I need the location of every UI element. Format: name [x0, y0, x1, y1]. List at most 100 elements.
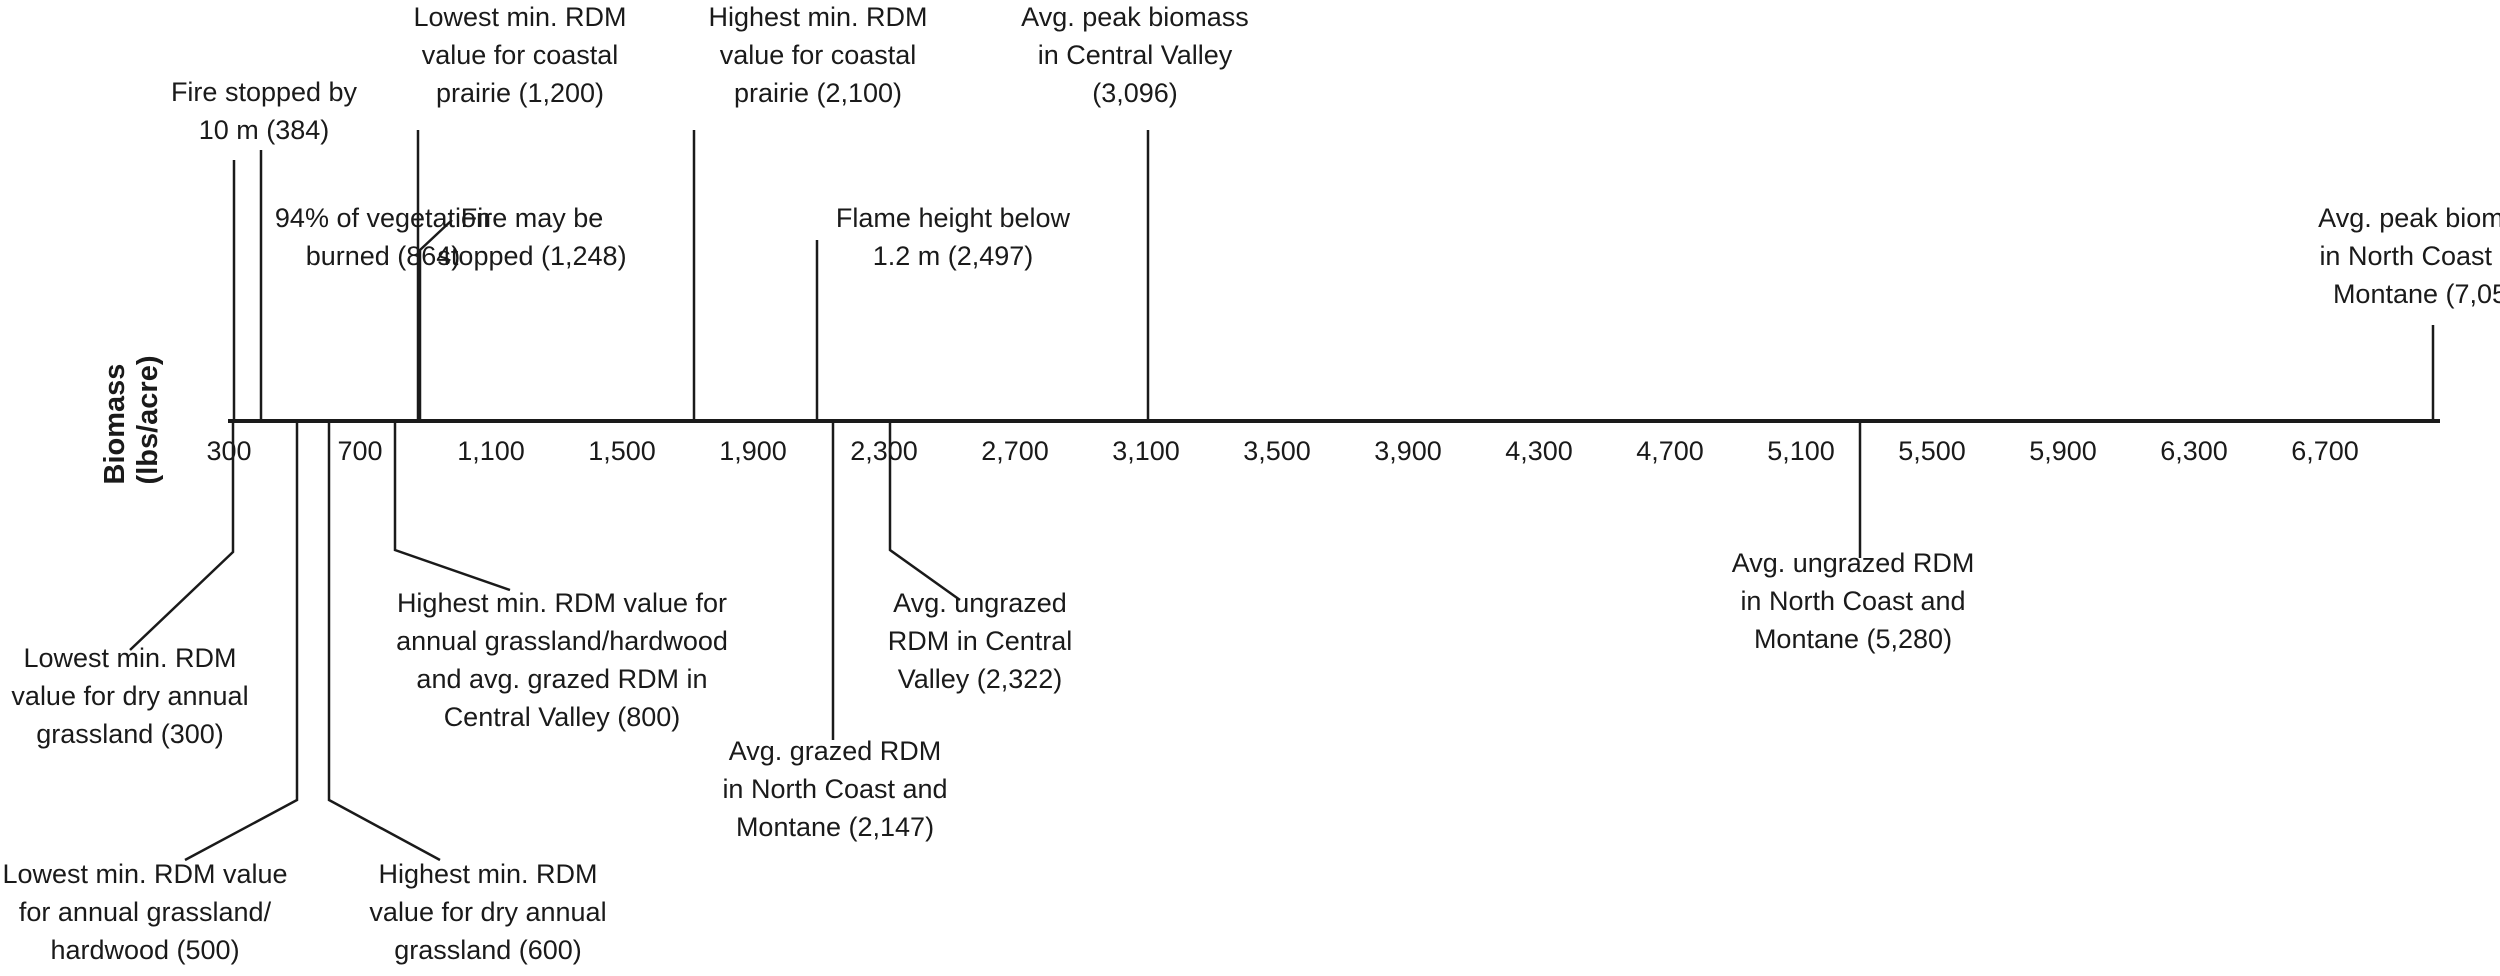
annotation-label-line: Fire stopped by — [171, 77, 358, 107]
tick-label: 5,100 — [1767, 436, 1835, 466]
annotation-ungrazed-rdm-central: Avg. ungrazed RDM in Central Valley (2,322… — [888, 421, 1073, 694]
annotation-label-line: Montane (5,280) — [1754, 624, 1952, 654]
annotation-label-line: hardwood (500) — [50, 935, 239, 965]
annotation-label-line: value for dry annual — [369, 897, 606, 927]
annotation-label: Avg. peak biomass in North Coast and Monta… — [2318, 203, 2500, 309]
annotation-label-line: 1.2 m (2,497) — [873, 241, 1034, 271]
annotation-label-line: value for dry annual — [11, 681, 248, 711]
leader-line — [393, 421, 511, 592]
annotation-label-line: Avg. ungrazed — [893, 588, 1067, 618]
tick-label: 2,300 — [850, 436, 918, 466]
annotation-label: Highest min. RDM value for coastal prairie… — [708, 2, 927, 108]
tick-label: 1,900 — [719, 436, 787, 466]
annotation-label: Avg. grazed RDM in North Coast and Montane… — [722, 736, 947, 842]
tick-label: 700 — [337, 436, 382, 466]
annotation-label-line: Avg. grazed RDM — [729, 736, 942, 766]
annotation-label-line: Lowest min. RDM — [23, 643, 236, 673]
tick-label: 1,100 — [457, 436, 525, 466]
annotation-label-line: for annual grassland/ — [19, 897, 272, 927]
annotation-label-line: Avg. peak biomass — [2318, 203, 2500, 233]
annotation-highest-min-rdm-dry: Highest min. RDM value for dry annual gras… — [327, 421, 607, 965]
tick-label: 2,700 — [981, 436, 1049, 466]
axis-title-line-2: (lbs/acre) — [132, 356, 164, 485]
annotation-label-line: Montane (2,147) — [736, 812, 934, 842]
annotation-peak-biomass-central: Avg. peak biomass in Central Valley (3,096… — [1021, 2, 1249, 421]
annotation-veg-burned-94: 94% of vegetation burned (864) — [259, 150, 491, 421]
axis-title: Biomass (lbs/acre) — [99, 356, 164, 485]
axis-tick-labels: 300 700 1,100 1,500 1,900 2,300 2,700 3,100 3,50… — [206, 436, 2358, 466]
annotation-label-line: Montane (7,053) — [2333, 279, 2500, 309]
biomass-axis: Biomass (lbs/acre) — [99, 356, 2440, 485]
annotation-label-line: (3,096) — [1092, 78, 1178, 108]
tick-label: 4,700 — [1636, 436, 1704, 466]
tick-label: 300 — [206, 436, 251, 466]
annotation-label: Fire may be stopped (1,248) — [437, 203, 626, 271]
leader-line — [184, 421, 299, 862]
annotation-label-line: annual grassland/hardwood — [396, 626, 728, 656]
tick-label: 5,900 — [2029, 436, 2097, 466]
annotation-label: Highest min. RDM value for annual grassla… — [396, 588, 728, 732]
annotation-label-line: Highest min. RDM value for — [397, 588, 727, 618]
annotation-label-line: prairie (2,100) — [734, 78, 902, 108]
annotation-label-line: Valley (2,322) — [898, 664, 1063, 694]
annotation-label-line: 10 m (384) — [199, 115, 330, 145]
annotation-fire-may-be-stopped: Fire may be stopped (1,248) — [418, 203, 627, 421]
annotation-grazed-rdm-north: Avg. grazed RDM in North Coast and Montane… — [722, 421, 948, 842]
annotation-lowest-min-rdm-annual: Lowest min. RDM value for annual grasslan… — [2, 421, 299, 965]
leader-line — [129, 421, 235, 651]
annotation-label-line: 94% of vegetation — [275, 203, 491, 233]
annotation-label-line: value for coastal — [720, 40, 917, 70]
annotation-label-line: Avg. peak biomass — [1021, 2, 1249, 32]
annotation-label-line: Highest min. RDM — [708, 2, 927, 32]
axis-title-line-1: Biomass — [99, 364, 131, 485]
annotation-label-line: value for coastal — [422, 40, 619, 70]
annotation-label: 94% of vegetation burned (864) — [275, 203, 491, 271]
annotation-label-line: in North Coast and — [1740, 586, 1965, 616]
annotation-label-line: Highest min. RDM — [378, 859, 597, 889]
leader-line — [418, 219, 453, 421]
annotation-label-line: grassland (300) — [36, 719, 224, 749]
annotation-label: Highest min. RDM value for dry annual gras… — [369, 859, 606, 965]
annotation-label: Avg. ungrazed RDM in North Coast and Monta… — [1732, 548, 1975, 654]
annotation-highest-min-rdm-coastal: Highest min. RDM value for coastal prairie… — [692, 2, 928, 421]
annotation-label-line: prairie (1,200) — [436, 78, 604, 108]
annotation-label-line: in North Coast and — [722, 774, 947, 804]
annotation-label-line: and avg. grazed RDM in — [416, 664, 707, 694]
annotation-label-line: Lowest min. RDM — [413, 2, 626, 32]
annotation-label: Flame height below 1.2 m (2,497) — [836, 203, 1071, 271]
leader-line — [888, 421, 961, 602]
tick-label: 3,900 — [1374, 436, 1442, 466]
annotation-highest-min-rdm-annual: Highest min. RDM value for annual grassla… — [393, 421, 728, 732]
annotation-label-line: grassland (600) — [394, 935, 582, 965]
annotation-lowest-min-rdm-coastal: Lowest min. RDM value for coastal prairie … — [413, 2, 627, 421]
tick-label: 1,500 — [588, 436, 656, 466]
annotation-ungrazed-rdm-north: Avg. ungrazed RDM in North Coast and Monta… — [1732, 421, 1975, 654]
annotation-peak-biomass-north: Avg. peak biomass in North Coast and Monta… — [2318, 203, 2500, 421]
annotation-label-line: Fire may be — [461, 203, 604, 233]
annotation-lowest-min-rdm-dry: Lowest min. RDM value for dry annual grass… — [11, 421, 249, 749]
annotation-fire-stopped-10m: Fire stopped by 10 m (384) — [171, 77, 358, 421]
annotation-label-line: Avg. ungrazed RDM — [1732, 548, 1975, 578]
annotation-label: Avg. ungrazed RDM in Central Valley (2,322… — [888, 588, 1073, 694]
tick-label: 3,500 — [1243, 436, 1311, 466]
annotation-label: Lowest min. RDM value for coastal prairie … — [413, 2, 626, 108]
leader-line — [327, 421, 441, 862]
annotation-label-line: in North Coast and — [2319, 241, 2500, 271]
tick-label: 3,100 — [1112, 436, 1180, 466]
annotation-flame-height-below: Flame height below 1.2 m (2,497) — [815, 203, 1071, 421]
tick-label: 6,300 — [2160, 436, 2228, 466]
annotation-label-line: burned (864) — [306, 241, 461, 271]
tick-label: 5,500 — [1898, 436, 1966, 466]
annotation-label-line: Lowest min. RDM value — [2, 859, 287, 889]
annotation-label: Lowest min. RDM value for dry annual grass… — [11, 643, 248, 749]
annotation-label-line: Central Valley (800) — [444, 702, 681, 732]
annotation-label: Lowest min. RDM value for annual grasslan… — [2, 859, 287, 965]
annotation-label: Fire stopped by 10 m (384) — [171, 77, 358, 145]
annotation-label-line: Flame height below — [836, 203, 1071, 233]
tick-label: 6,700 — [2291, 436, 2359, 466]
annotation-label-line: stopped (1,248) — [437, 241, 626, 271]
tick-label: 4,300 — [1505, 436, 1573, 466]
annotation-label-line: RDM in Central — [888, 626, 1073, 656]
annotation-label: Avg. peak biomass in Central Valley (3,096… — [1021, 2, 1249, 108]
